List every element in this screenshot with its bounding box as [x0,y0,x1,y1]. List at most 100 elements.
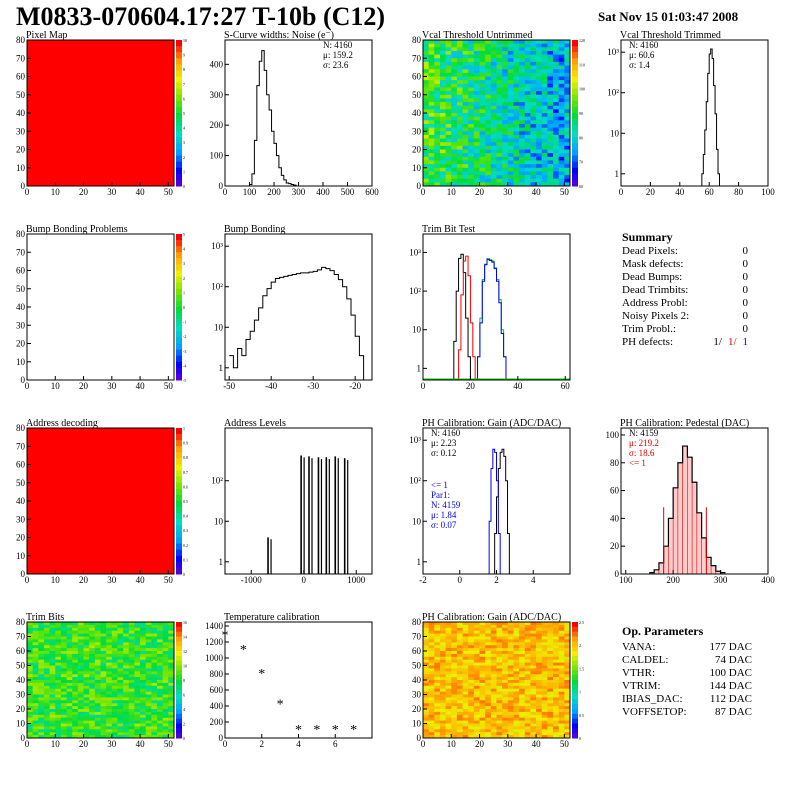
color-scale-step [176,465,182,472]
map-cell [33,508,39,512]
map-cell [123,80,129,84]
map-cell [491,157,497,161]
map-cell [117,468,123,472]
map-cell [519,106,525,110]
map-cell [33,102,39,106]
summary-row: Address Probl:0 [622,297,748,310]
map-cell [33,548,39,552]
map-cell [78,497,84,501]
map-cell [33,729,39,732]
map-cell [106,712,112,715]
map-cell [67,706,73,709]
map-cell [50,527,56,531]
map-cell [101,567,107,571]
map-cell [61,164,67,168]
map-cell [168,44,174,48]
map-cell [480,139,486,143]
map-cell [553,77,559,81]
map-cell [553,47,559,51]
map-cell [157,700,163,703]
map-cell [89,686,95,689]
map-cell [27,150,33,154]
map-cell [106,120,112,124]
map-cell [123,556,129,560]
map-cell [112,479,118,483]
y-tick-label: 10 [16,551,26,561]
map-cell [140,454,146,458]
map-cell [434,124,440,128]
color-scale-step [176,538,182,545]
map-cell [72,512,78,516]
map-cell [163,501,169,505]
summary-ph-label: PH defects: [622,336,673,349]
map-cell [151,563,157,567]
map-cell [457,168,463,172]
map-cell [123,674,129,677]
map-cell [163,157,169,161]
x-tick-label: 40 [136,575,146,585]
map-cell [72,494,78,498]
map-cell [38,527,44,531]
map-cell [423,87,429,91]
color-scale-step [176,89,182,96]
map-cell [117,62,123,66]
map-cell [485,95,491,99]
map-cell [33,697,39,700]
map-cell [33,654,39,657]
map-cell [44,102,50,106]
map-cell [61,168,67,172]
map-cell [27,160,33,164]
map-cell [27,674,33,677]
map-cell [89,157,95,161]
map-cell [67,663,73,666]
map-cell [106,146,112,150]
map-cell [55,120,61,124]
map-cell [67,721,73,724]
map-cell [553,153,559,157]
map-cell [423,117,429,121]
map-cell [134,645,140,648]
map-cell [78,443,84,447]
map-cell [33,461,39,465]
map-cell [129,109,135,113]
map-cell [44,680,50,683]
map-cell [61,109,67,113]
map-cell [55,732,61,735]
map-cell [84,465,90,469]
map-cell [44,106,50,110]
map-cell [117,666,123,669]
map-cell [112,139,118,143]
map-cell [485,124,491,128]
map-cell [163,726,169,729]
map-cell [78,657,84,660]
map-cell [89,47,95,51]
map-cell [44,461,50,465]
map-cell [72,95,78,99]
map-cell [95,113,101,117]
color-scale-step [572,143,578,150]
map-cell [84,490,90,494]
map-cell [44,472,50,476]
map-cell [513,146,519,150]
map-cell [112,66,118,70]
map-cell [33,712,39,715]
y-tick-label: 10² [211,282,223,292]
map-cell [547,175,553,179]
map-cell [513,47,519,51]
map-cell [157,175,163,179]
color-scale-label: 0.1 [183,557,188,562]
map-cell [134,146,140,150]
map-cell [44,660,50,663]
map-cell [423,689,429,692]
map-cell [78,51,84,55]
map-cell [38,680,44,683]
map-cell [525,44,531,48]
map-cell [134,567,140,571]
map-cell [140,563,146,567]
map-cell [72,642,78,645]
map-cell [95,639,101,642]
map-cell [168,715,174,718]
map-cell [89,446,95,450]
map-cell [33,648,39,651]
